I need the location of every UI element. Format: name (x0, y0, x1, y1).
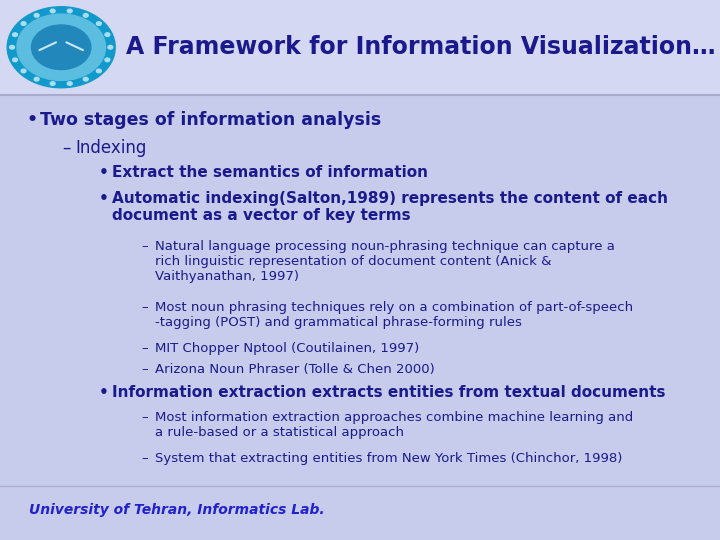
Text: Arizona Noun Phraser (Tolle & Chen 2000): Arizona Noun Phraser (Tolle & Chen 2000) (155, 363, 435, 376)
Text: •: • (27, 111, 37, 129)
Circle shape (12, 33, 17, 37)
Circle shape (12, 58, 17, 62)
Text: Natural language processing noun-phrasing technique can capture a
rich linguisti: Natural language processing noun-phrasin… (155, 240, 615, 284)
Text: Extract the semantics of information: Extract the semantics of information (112, 165, 428, 180)
Circle shape (108, 45, 113, 49)
Text: –: – (142, 342, 148, 355)
Text: Information extraction extracts entities from textual documents: Information extraction extracts entities… (112, 385, 665, 400)
Circle shape (50, 9, 55, 13)
Text: A Framework for Information Visualization…: A Framework for Information Visualizatio… (126, 35, 716, 59)
Circle shape (50, 82, 55, 85)
Text: •: • (99, 191, 109, 206)
Circle shape (34, 77, 39, 81)
Text: –: – (142, 452, 148, 465)
Text: Two stages of information analysis: Two stages of information analysis (40, 111, 381, 129)
Text: Most information extraction approaches combine machine learning and
a rule-based: Most information extraction approaches c… (155, 411, 633, 439)
Circle shape (105, 33, 110, 37)
Text: Indexing: Indexing (76, 139, 147, 157)
Circle shape (7, 6, 115, 87)
Circle shape (21, 22, 26, 25)
Circle shape (35, 14, 39, 17)
Text: Most noun phrasing techniques rely on a combination of part-of-speech
-tagging (: Most noun phrasing techniques rely on a … (155, 301, 633, 329)
Circle shape (96, 22, 102, 25)
Text: •: • (99, 385, 109, 400)
Text: •: • (99, 165, 109, 180)
Circle shape (67, 82, 72, 85)
Text: Automatic indexing(Salton,1989) represents the content of each
document as a vec: Automatic indexing(Salton,1989) represen… (112, 191, 667, 223)
Circle shape (96, 69, 102, 73)
Circle shape (32, 25, 91, 70)
Circle shape (21, 69, 26, 73)
Text: –: – (63, 139, 71, 157)
Text: –: – (142, 411, 148, 424)
Text: MIT Chopper Nptool (Coutilainen, 1997): MIT Chopper Nptool (Coutilainen, 1997) (155, 342, 419, 355)
Circle shape (17, 14, 106, 80)
Circle shape (84, 77, 88, 81)
Circle shape (67, 9, 72, 13)
Circle shape (84, 14, 89, 17)
Text: –: – (142, 363, 148, 376)
Text: System that extracting entities from New York Times (Chinchor, 1998): System that extracting entities from New… (155, 452, 622, 465)
Text: –: – (142, 240, 148, 253)
Text: –: – (142, 301, 148, 314)
Text: University of Tehran, Informatics Lab.: University of Tehran, Informatics Lab. (29, 503, 325, 517)
FancyBboxPatch shape (0, 0, 720, 94)
Circle shape (9, 45, 14, 49)
Circle shape (105, 58, 110, 62)
